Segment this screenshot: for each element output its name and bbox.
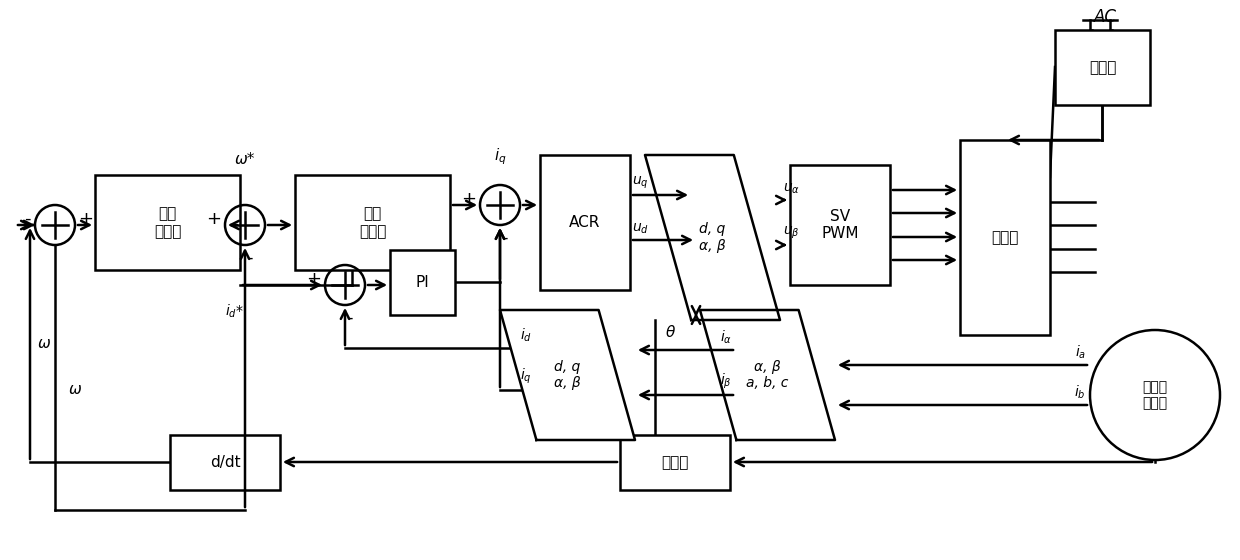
Text: i$_β$: i$_β$ [720,372,732,391]
Text: i$_d$*: i$_d$* [226,303,244,320]
Text: 整流器: 整流器 [1089,60,1116,75]
Text: +: + [206,210,221,228]
Text: α, β
a, b, c: α, β a, b, c [746,360,789,390]
Bar [620,435,730,490]
Text: 位置
控制器: 位置 控制器 [154,206,181,239]
Polygon shape [500,310,635,440]
Text: i$_b$: i$_b$ [1074,384,1086,401]
Text: i$_q$: i$_q$ [494,146,506,167]
Text: 速度
控制器: 速度 控制器 [358,206,386,239]
Text: i$_q$: i$_q$ [520,367,532,386]
Text: +: + [461,190,476,208]
Bar [170,435,280,490]
Text: SV
PWM: SV PWM [821,209,859,241]
Text: d, q
α, β: d, q α, β [699,222,725,253]
Text: 编码器: 编码器 [661,455,688,470]
Text: u$_α$: u$_α$ [782,181,800,196]
Text: +: + [78,210,93,228]
Text: ω*: ω* [234,152,255,167]
Text: i$_d$: i$_d$ [520,326,532,344]
Bar [539,155,630,290]
Text: ACR: ACR [569,215,600,230]
Text: i$_a$: i$_a$ [1075,344,1086,361]
Bar [1055,30,1149,105]
Bar [960,140,1050,335]
Text: u$_β$: u$_β$ [782,225,800,241]
Text: -: - [501,229,507,247]
Text: u$_q$: u$_q$ [632,175,649,191]
Bar [295,175,450,270]
Text: AC: AC [1094,8,1116,26]
Text: 逆变器: 逆变器 [991,230,1019,245]
Text: -: - [346,309,352,327]
Text: PI: PI [415,275,429,290]
Bar [790,165,890,285]
Text: d, q
α, β: d, q α, β [554,360,580,390]
Bar [95,175,241,270]
Text: ω: ω [68,382,82,398]
Polygon shape [645,155,780,320]
Text: 永磁同
步电机: 永磁同 步电机 [1142,380,1168,410]
Bar [391,250,455,315]
Text: +: + [306,270,321,288]
Text: d/dt: d/dt [210,455,241,470]
Text: i$_α$: i$_α$ [719,329,732,346]
Text: u$_d$: u$_d$ [632,222,650,236]
Text: -: - [246,249,252,267]
Polygon shape [701,310,835,440]
Text: ω: ω [38,335,51,351]
Text: -: - [25,210,31,228]
Text: θ: θ [666,325,676,340]
